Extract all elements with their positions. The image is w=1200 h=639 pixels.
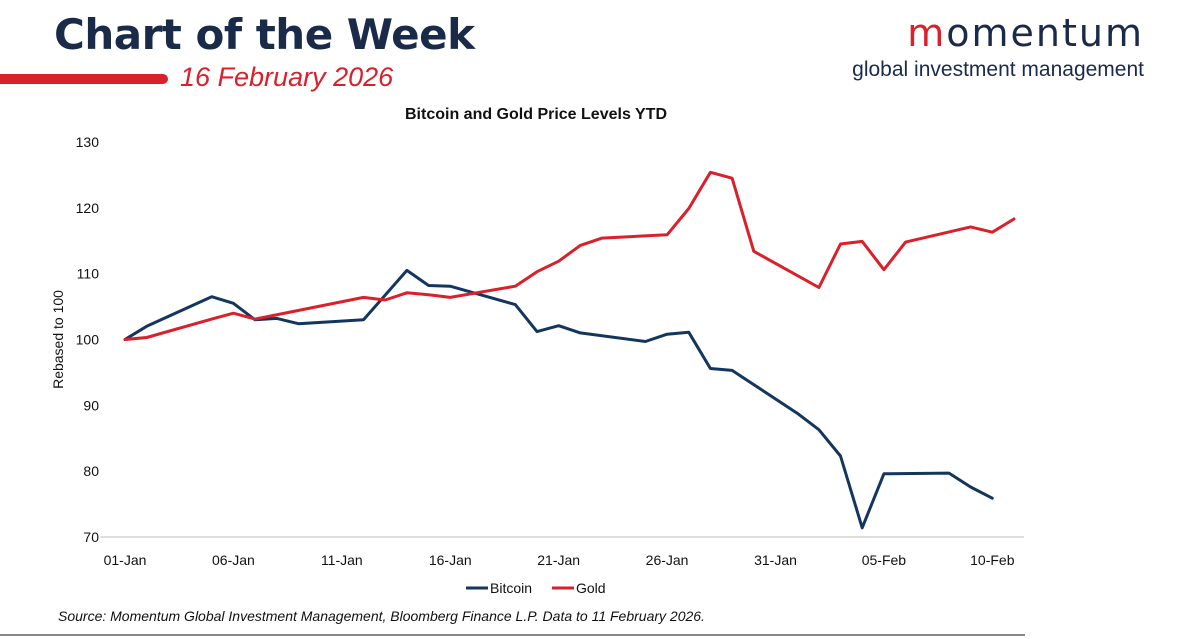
- legend-label-gold: Gold: [576, 580, 606, 596]
- y-tick-label: 80: [83, 463, 99, 479]
- y-tick-label: 100: [76, 332, 100, 348]
- x-tick-label: 11-Jan: [321, 552, 363, 568]
- legend-label-bitcoin: Bitcoin: [490, 580, 532, 596]
- x-tick-label: 01-Jan: [104, 552, 147, 568]
- y-tick-label: 110: [77, 266, 100, 282]
- y-tick-label: 120: [76, 200, 100, 216]
- brand-subtitle: global investment management: [852, 58, 1144, 81]
- source-note: Source: Momentum Global Investment Manag…: [58, 608, 705, 624]
- series-line-bitcoin: [123, 268, 994, 530]
- x-tick-label: 06-Jan: [212, 552, 255, 568]
- y-axis-label: Rebased to 100: [50, 290, 66, 389]
- x-tick-label: 31-Jan: [754, 552, 797, 568]
- header-date: 16 February 2026: [180, 62, 394, 92]
- x-tick-label: 21-Jan: [537, 552, 580, 568]
- bottom-divider: [0, 634, 1025, 636]
- y-tick-label: 70: [83, 529, 99, 545]
- y-tick-label: 90: [83, 397, 99, 413]
- x-tick-label: 05-Feb: [862, 552, 907, 568]
- brand-name-rest: omentum: [946, 11, 1144, 55]
- chart-title: Bitcoin and Gold Price Levels YTD: [405, 106, 667, 123]
- brand-logo: momentum global investment management: [852, 14, 1144, 82]
- header-accent-bar: [0, 74, 168, 84]
- y-tick-label: 130: [76, 134, 100, 150]
- brand-name-initial: m: [907, 11, 947, 55]
- x-tick-label: 16-Jan: [429, 552, 472, 568]
- x-tick-label: 10-Feb: [970, 552, 1015, 568]
- x-tick-label: 26-Jan: [646, 552, 689, 568]
- series-line-gold: [123, 170, 1016, 341]
- page-title: Chart of the Week: [54, 10, 475, 59]
- brand-name: momentum: [852, 14, 1144, 52]
